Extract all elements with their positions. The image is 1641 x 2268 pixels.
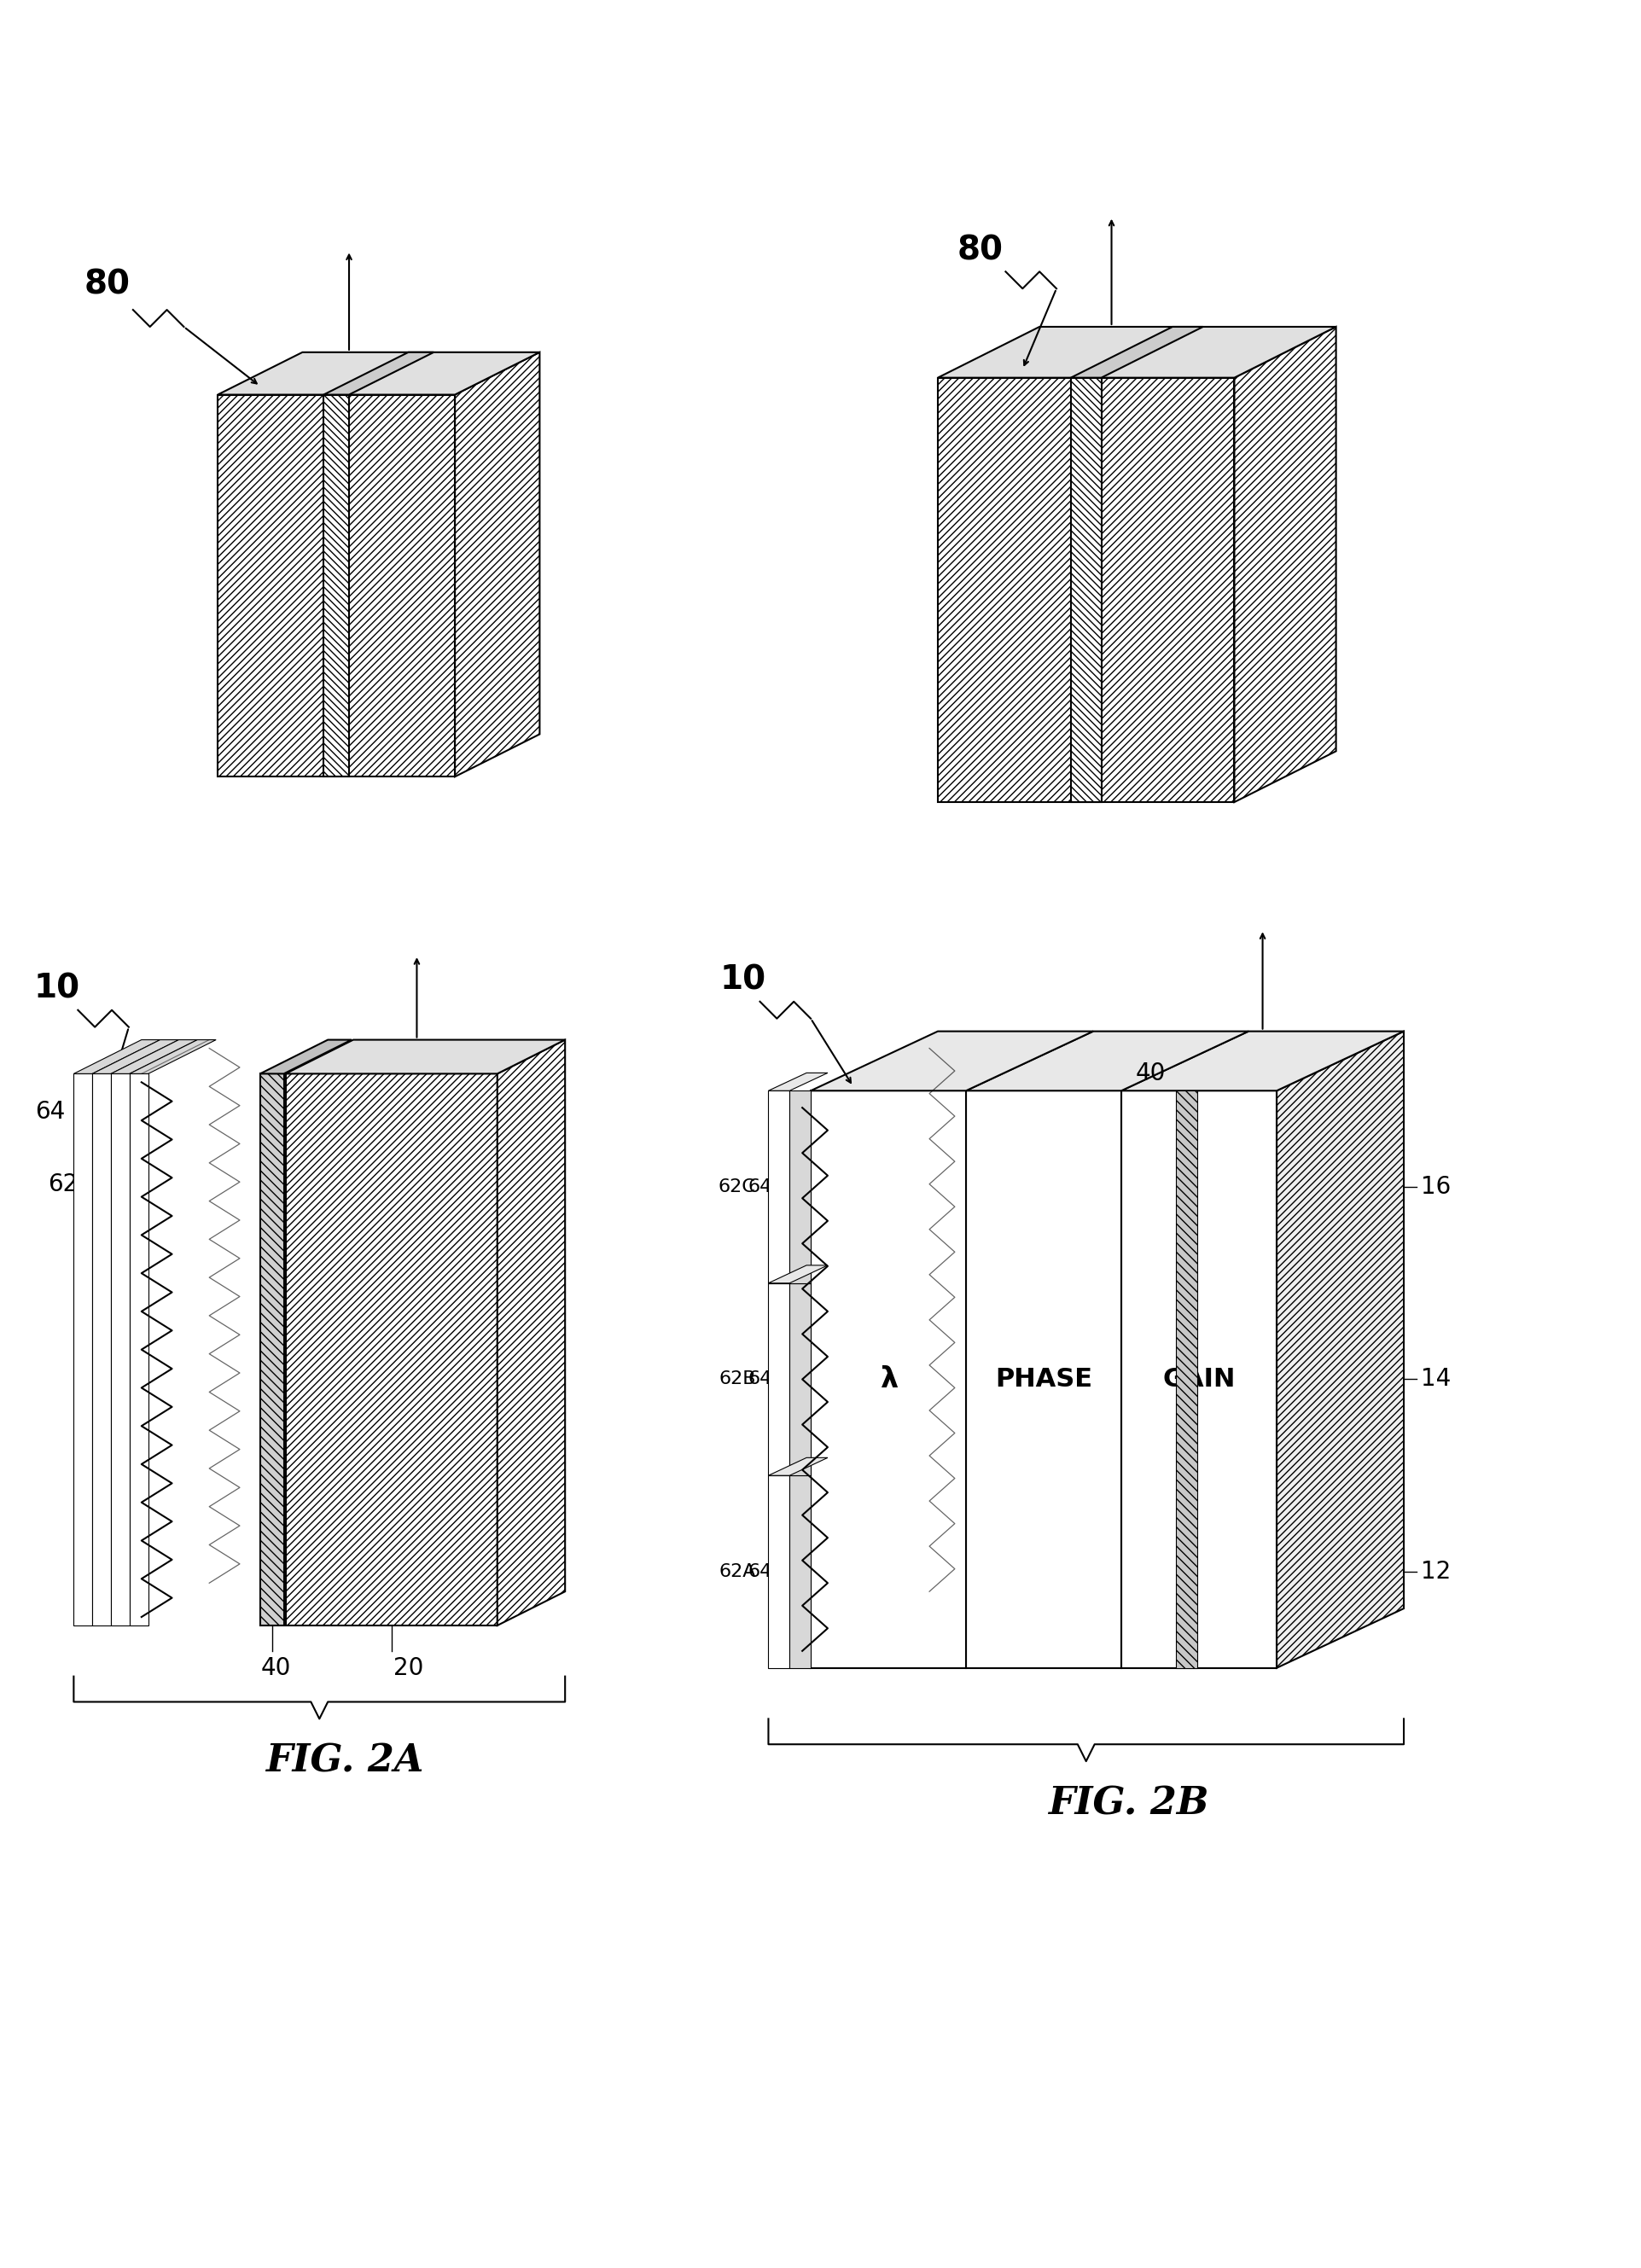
Polygon shape: [92, 1039, 179, 1073]
Polygon shape: [74, 1073, 92, 1626]
Text: 14: 14: [1419, 1368, 1451, 1390]
Polygon shape: [768, 1073, 827, 1091]
Polygon shape: [1070, 327, 1203, 379]
Text: FIG. 2A: FIG. 2A: [266, 1742, 423, 1780]
Polygon shape: [768, 1091, 789, 1284]
Polygon shape: [218, 395, 455, 776]
Text: 10: 10: [34, 973, 80, 1005]
Text: GAIN: GAIN: [1162, 1368, 1234, 1393]
Text: 80: 80: [957, 234, 1003, 268]
Polygon shape: [455, 352, 540, 776]
Polygon shape: [497, 1039, 565, 1626]
Text: 20: 20: [394, 1656, 423, 1681]
Polygon shape: [965, 1032, 1247, 1091]
Polygon shape: [130, 1073, 148, 1626]
Polygon shape: [1070, 379, 1101, 803]
Polygon shape: [789, 1284, 811, 1476]
Polygon shape: [1121, 1032, 1403, 1091]
Polygon shape: [130, 1039, 217, 1073]
Polygon shape: [74, 1039, 161, 1073]
Polygon shape: [1277, 1032, 1403, 1667]
Polygon shape: [259, 1073, 284, 1626]
Polygon shape: [768, 1284, 789, 1476]
Polygon shape: [811, 1032, 1093, 1091]
Text: 40: 40: [261, 1656, 290, 1681]
Text: λ: λ: [880, 1365, 898, 1393]
Text: 62A: 62A: [719, 1563, 755, 1581]
Polygon shape: [937, 327, 1336, 379]
Polygon shape: [768, 1476, 789, 1667]
Text: 64C: 64C: [748, 1179, 784, 1195]
Polygon shape: [92, 1073, 112, 1626]
Polygon shape: [112, 1073, 130, 1626]
Text: PHASE: PHASE: [994, 1368, 1091, 1393]
Polygon shape: [323, 395, 350, 776]
Polygon shape: [965, 1091, 1121, 1667]
Text: 62: 62: [48, 1173, 77, 1195]
Text: 12: 12: [1419, 1560, 1451, 1583]
Text: 64A: 64A: [748, 1563, 784, 1581]
Polygon shape: [218, 352, 540, 395]
Text: 64: 64: [34, 1100, 66, 1125]
Text: 16: 16: [1419, 1175, 1451, 1200]
Polygon shape: [259, 1039, 351, 1073]
Polygon shape: [1121, 1091, 1277, 1667]
Text: 62C: 62C: [719, 1179, 755, 1195]
Text: 80: 80: [84, 268, 131, 302]
Text: 40: 40: [1134, 1061, 1165, 1086]
Polygon shape: [937, 379, 1234, 803]
Polygon shape: [768, 1266, 827, 1284]
Text: 10: 10: [719, 964, 766, 996]
Polygon shape: [768, 1458, 827, 1476]
Polygon shape: [323, 352, 433, 395]
Polygon shape: [112, 1039, 197, 1073]
Text: FIG. 2B: FIG. 2B: [1047, 1785, 1208, 1821]
Polygon shape: [286, 1039, 565, 1073]
Polygon shape: [286, 1073, 497, 1626]
Polygon shape: [1234, 327, 1336, 803]
Text: 64B: 64B: [748, 1370, 784, 1388]
Polygon shape: [811, 1091, 965, 1667]
Polygon shape: [1175, 1091, 1196, 1667]
Polygon shape: [789, 1091, 811, 1284]
Text: 62B: 62B: [719, 1370, 755, 1388]
Polygon shape: [789, 1476, 811, 1667]
